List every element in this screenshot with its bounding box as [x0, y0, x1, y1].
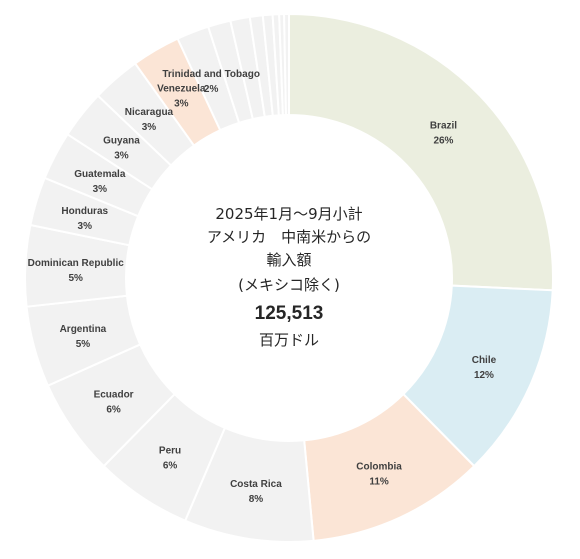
slice-label-brazil: Brazil — [430, 121, 457, 132]
slice-pct-guyana: 3% — [114, 151, 129, 162]
slice-label-ecuador: Ecuador — [94, 390, 134, 401]
slice-pct-ecuador: 6% — [106, 405, 121, 416]
slice-label-trinidad-and-tobago: Trinidad and Tobago — [162, 69, 260, 80]
slice-pct-dominican-republic: 5% — [69, 273, 84, 284]
center-line-1: 2025年1月～9月小計 — [215, 205, 362, 223]
slice-pct-guatemala: 3% — [93, 184, 108, 195]
slice-brazil — [288, 12, 554, 292]
labels-group: Brazil 26% Chile 12% Colombia 11% Costa Rica 8%… — [28, 69, 497, 505]
slices-group — [24, 12, 554, 543]
slice-pct-venezuela: 3% — [174, 99, 189, 110]
slice-label-colombia: Colombia — [356, 462, 402, 473]
center-total-value: 125,513 — [255, 303, 324, 324]
slice-label-argentina: Argentina — [60, 324, 107, 335]
slice-pct-trinidad-and-tobago: 2% — [204, 84, 219, 95]
slice-pct-colombia: 11% — [369, 477, 389, 488]
center-line-4: (メキシコ除く) — [238, 276, 340, 294]
center-line-2: アメリカ 中南米からの — [207, 228, 371, 246]
center-line-3: 輸入額 — [266, 251, 311, 269]
slice-pct-nicaragua: 3% — [142, 122, 157, 133]
slice-label-nicaragua: Nicaragua — [125, 107, 174, 118]
center-text: 2025年1月～9月小計 アメリカ 中南米からの 輸入額 (メキシコ除く) 12… — [207, 205, 371, 349]
slice-label-guyana: Guyana — [103, 136, 140, 147]
slice-pct-brazil: 26% — [433, 136, 453, 147]
center-unit: 百万ドル — [259, 331, 319, 349]
slice-pct-chile: 12% — [474, 370, 494, 381]
slice-label-venezuela: Venezuela — [157, 84, 206, 95]
slice-label-dominican-republic: Dominican Republic — [28, 258, 125, 269]
slice-pct-honduras: 3% — [78, 221, 93, 232]
slice-label-chile: Chile — [472, 355, 497, 366]
slice-label-guatemala: Guatemala — [74, 169, 126, 180]
slice-pct-argentina: 5% — [76, 339, 91, 350]
slice-label-honduras: Honduras — [61, 206, 108, 217]
slice-label-peru: Peru — [159, 445, 181, 456]
slice-label-costa-rica: Costa Rica — [230, 479, 282, 490]
slice-pct-costa-rica: 8% — [249, 494, 264, 505]
slice-unlabeled-20 — [283, 12, 290, 117]
slice-pct-peru: 6% — [163, 460, 178, 471]
